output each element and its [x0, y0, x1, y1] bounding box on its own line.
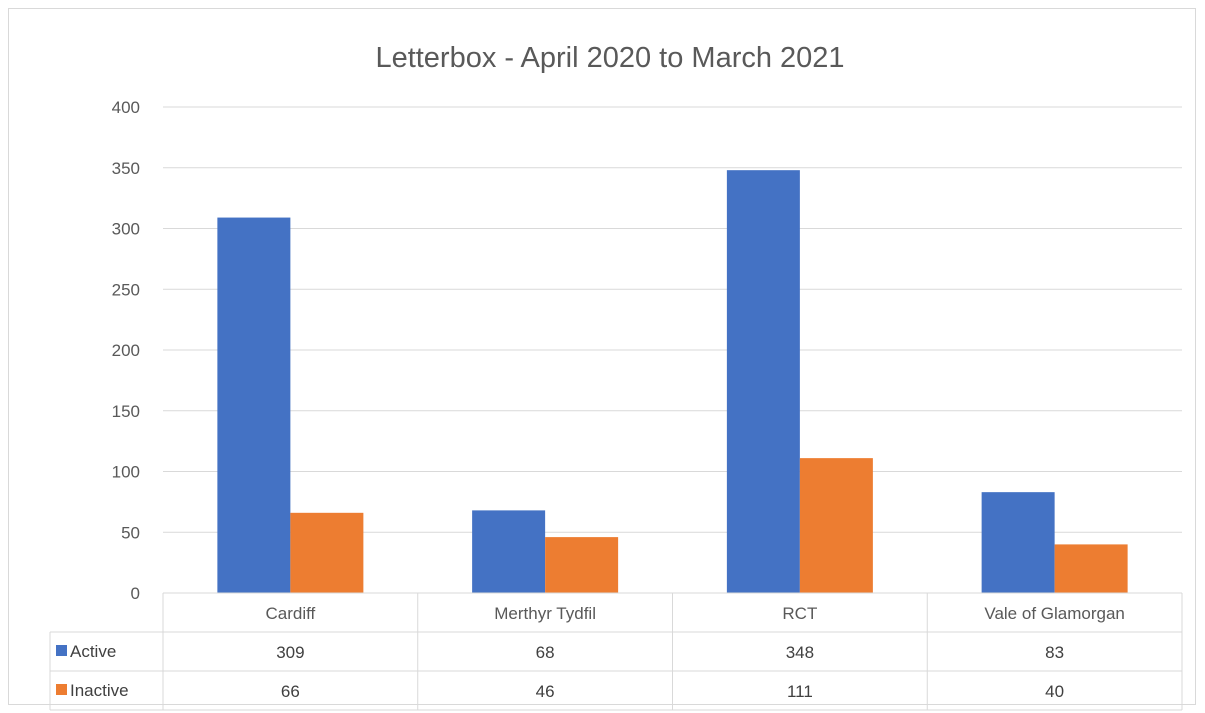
table-value: 309 — [276, 643, 304, 662]
bar-inactive — [290, 512, 364, 593]
gridlines — [163, 106, 1182, 533]
legend-label: Active — [70, 642, 116, 661]
y-tick-label: 0 — [131, 584, 140, 603]
legend-swatch-inactive — [56, 684, 67, 695]
bar-active — [726, 170, 800, 593]
legend-label: Inactive — [70, 681, 129, 700]
y-tick-label: 150 — [112, 402, 140, 421]
category-label: Merthyr Tydfil — [494, 604, 596, 623]
data-table: Cardiff Merthyr Tydfil RCT Vale of Glamorga… — [49, 592, 1183, 711]
table-value: 111 — [787, 682, 813, 701]
bars — [217, 170, 1128, 593]
category-label: Vale of Glamorgan — [984, 604, 1124, 623]
bar-inactive — [799, 458, 873, 593]
bar-inactive — [545, 537, 619, 593]
table-value: 46 — [536, 682, 555, 701]
y-tick-label: 50 — [121, 523, 140, 542]
y-tick-label: 100 — [112, 463, 140, 482]
y-axis-ticks: 0 50 100 150 200 250 300 350 400 — [112, 98, 140, 603]
table-value: 66 — [281, 682, 300, 701]
table-value: 348 — [786, 643, 814, 662]
chart-title: Letterbox - April 2020 to March 2021 — [375, 42, 844, 74]
y-tick-label: 400 — [112, 98, 140, 117]
table-value: 83 — [1045, 643, 1064, 662]
bar-active — [217, 217, 291, 593]
category-label: RCT — [782, 604, 817, 623]
bar-active — [472, 510, 546, 593]
bar-active — [981, 492, 1055, 593]
y-tick-label: 350 — [112, 159, 140, 178]
table-value: 40 — [1045, 682, 1064, 701]
legend-swatch-active — [56, 645, 67, 656]
bar-inactive — [1054, 544, 1128, 593]
y-tick-label: 300 — [112, 220, 140, 239]
y-tick-label: 200 — [112, 341, 140, 360]
table-value: 68 — [536, 643, 555, 662]
category-label: Cardiff — [265, 604, 315, 623]
y-tick-label: 250 — [112, 280, 140, 299]
